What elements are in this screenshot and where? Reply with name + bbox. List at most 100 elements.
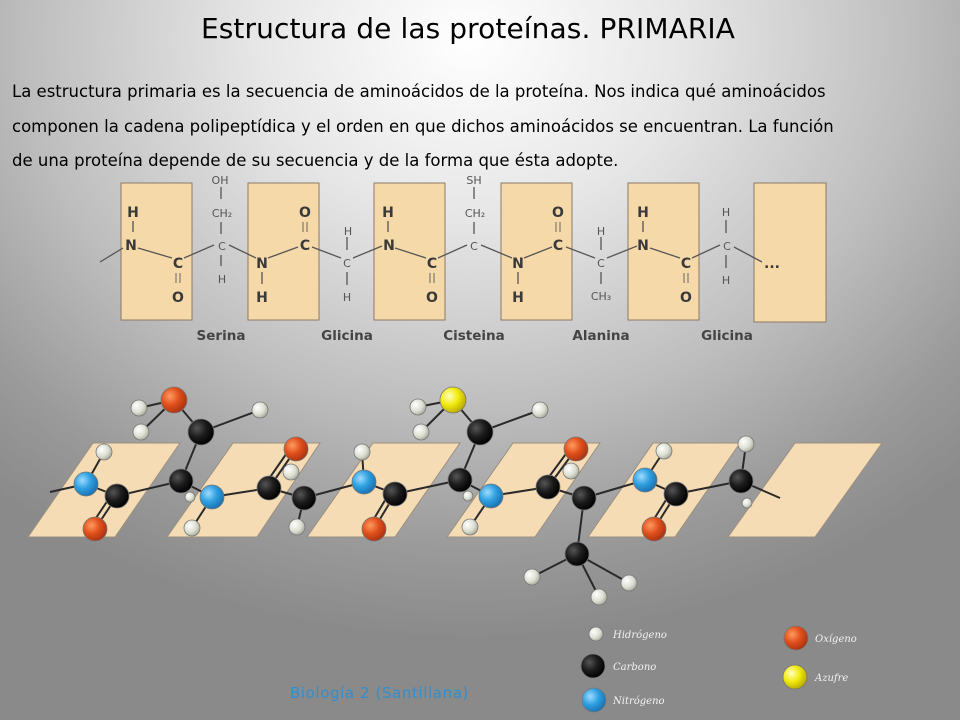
atom-label: O <box>426 290 438 306</box>
legend-item-azufre: Azufre <box>782 664 848 690</box>
alpha-carbon-atom <box>291 485 317 511</box>
carbon-atom <box>187 418 215 446</box>
side-chain-label: CH₂ <box>465 207 485 220</box>
alpha-carbon-atom <box>168 468 194 494</box>
alpha-carbon-atom <box>728 468 754 494</box>
atom-label: C <box>343 257 351 270</box>
peptide-plane-boxes <box>120 182 827 323</box>
hydrogen-atom <box>288 518 306 536</box>
slide-title: Estructura de las proteínas. PRIMARIA <box>200 12 736 45</box>
nitrogen-atom <box>478 483 504 509</box>
hydrogen-atom <box>462 490 474 502</box>
peptide-box-3 <box>373 182 446 321</box>
hydrogen-atom <box>655 442 673 460</box>
hydrogen-atom <box>353 443 371 461</box>
atom-label: O <box>172 290 184 306</box>
atom-label: C <box>723 240 731 253</box>
hydrogen-atom <box>590 588 608 606</box>
double-bond-marks <box>175 222 689 283</box>
side-chain-label: CH₂ <box>212 207 232 220</box>
atom-label: N <box>637 238 649 254</box>
atom-label: N <box>256 256 268 272</box>
side-chain-label: CH₃ <box>591 290 611 303</box>
carbon-atom <box>104 483 130 509</box>
carbon-atom <box>382 481 408 507</box>
atom-label: H <box>343 291 351 304</box>
hydrogen-atom <box>95 443 113 461</box>
hydrogen-atom <box>409 398 427 416</box>
hydrogen-atom <box>741 497 753 509</box>
atom-label: C <box>553 238 563 254</box>
hydrogen-atom <box>282 463 300 481</box>
nitrogen-legend-swatch <box>581 687 607 713</box>
sulfur-legend-swatch <box>782 664 808 690</box>
atom-label: H <box>344 225 352 238</box>
amino-acid-label-cisteina: Cisteina <box>443 328 505 344</box>
atom-label: O <box>299 205 311 221</box>
body-line-2: componen la cadena polipeptídica y el or… <box>12 116 834 136</box>
atom-label: H <box>256 290 268 306</box>
atom-label: C <box>218 240 226 253</box>
chain-continues-ellipsis: ... <box>764 256 780 272</box>
hydrogen-atom <box>737 435 755 453</box>
source-credit: Biología 2 (Santillana) <box>290 684 469 702</box>
hydrogen-atom <box>183 519 201 537</box>
atom-legend: Hidrógeno Carbono Nitrógeno Oxígeno Azuf… <box>580 625 857 713</box>
atom-label: H <box>722 206 730 219</box>
peptide-plane-5 <box>587 442 741 538</box>
alpha-carbon-atom <box>447 467 473 493</box>
body-line-3: de una proteína depende de su secuencia … <box>12 151 619 170</box>
formula-bonds <box>99 187 763 285</box>
oxygen-atom <box>641 516 667 542</box>
atom-label: C <box>597 257 605 270</box>
hydrogen-atom <box>620 574 638 592</box>
amino-acid-names: Serina Glicina Cisteina Alanina Glicina <box>197 328 753 344</box>
alpha-carbon-atom <box>571 485 597 511</box>
atom-label: H <box>127 205 139 221</box>
legend-label: Nitrógeno <box>612 696 665 707</box>
hydrogen-atom <box>132 423 150 441</box>
carbon-atom <box>466 418 494 446</box>
peptide-box-5 <box>627 182 700 321</box>
slide-body-text: La estructura primaria es la secuencia d… <box>12 75 952 179</box>
legend-item-nitrogeno: Nitrógeno <box>581 687 665 713</box>
atom-label: N <box>512 256 524 272</box>
amino-acid-label-glicina: Glicina <box>701 328 753 344</box>
peptide-box-4 <box>500 182 573 321</box>
sulfur-atom <box>439 386 467 414</box>
amino-acid-label-glicina: Glicina <box>321 328 373 344</box>
hydrogen-atom <box>251 401 269 419</box>
peptide-box-2 <box>247 182 320 321</box>
legend-item-carbono: Carbono <box>580 653 656 679</box>
atom-label: N <box>125 238 137 254</box>
hydrogen-atom <box>531 401 549 419</box>
atom-label: C <box>470 240 478 253</box>
oxygen-atom <box>160 386 188 414</box>
atom-label: H <box>722 274 730 287</box>
hydrogen-atom <box>130 399 148 417</box>
nitrogen-atom <box>351 469 377 495</box>
atom-label: H <box>512 290 524 306</box>
legend-label: Azufre <box>814 673 848 684</box>
nitrogen-atom <box>73 471 99 497</box>
legend-item-oxigeno: Oxígeno <box>783 625 857 651</box>
nitrogen-atom <box>632 467 658 493</box>
atom-label: N <box>383 238 395 254</box>
hydrogen-atom <box>412 423 430 441</box>
atom-label: O <box>680 290 692 306</box>
carbon-atom <box>256 475 282 501</box>
amino-acid-label-serina: Serina <box>197 328 246 344</box>
oxygen-atom <box>283 436 309 462</box>
carbon-atom <box>663 481 689 507</box>
carbon-atom <box>564 541 590 567</box>
legend-label: Hidrógeno <box>612 630 667 641</box>
carbon-atom <box>535 474 561 500</box>
atom-label: C <box>300 238 310 254</box>
atom-label: C <box>681 256 691 272</box>
hydrogen-atom <box>461 518 479 536</box>
oxygen-legend-swatch <box>783 625 809 651</box>
atom-label: H <box>218 273 226 286</box>
model-atoms <box>73 386 755 606</box>
legend-label: Oxígeno <box>815 634 857 645</box>
